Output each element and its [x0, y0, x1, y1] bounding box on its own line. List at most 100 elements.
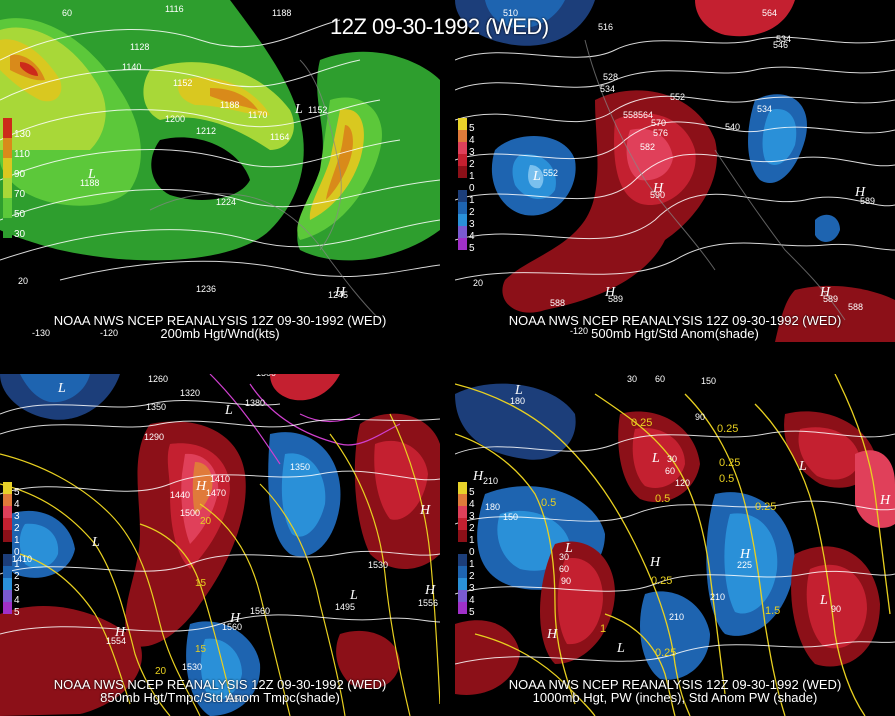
- svg-text:60: 60: [665, 466, 675, 476]
- svg-text:H: H: [739, 547, 751, 562]
- svg-text:588: 588: [550, 298, 565, 308]
- svg-text:H: H: [424, 583, 436, 598]
- svg-text:20: 20: [473, 278, 483, 288]
- legend-label: 3: [469, 219, 475, 230]
- svg-text:1410: 1410: [210, 474, 230, 484]
- legend-label: 4: [469, 135, 475, 146]
- legend-label: 5: [469, 487, 475, 498]
- svg-text:20: 20: [200, 516, 212, 527]
- svg-text:1550: 1550: [224, 694, 244, 704]
- legend-label: 1: [14, 559, 20, 570]
- svg-text:20: 20: [155, 666, 167, 677]
- legend-label: 3: [469, 583, 475, 594]
- svg-text:0.25: 0.25: [717, 423, 738, 435]
- legend-label: 4: [469, 231, 475, 242]
- legend-label: 2: [469, 159, 475, 170]
- svg-text:1212: 1212: [196, 126, 216, 136]
- legend-label: 5: [14, 607, 20, 618]
- legend-label: 0: [469, 183, 475, 194]
- svg-text:1: 1: [600, 623, 606, 635]
- svg-text:1470: 1470: [206, 488, 226, 498]
- svg-text:H: H: [819, 285, 831, 300]
- legend-label: 1: [14, 535, 20, 546]
- legend-label: 0: [14, 547, 20, 558]
- legend-label: 4: [469, 499, 475, 510]
- svg-text:534: 534: [757, 104, 772, 114]
- svg-text:1350: 1350: [146, 402, 166, 412]
- svg-text:1380: 1380: [245, 398, 265, 408]
- svg-text:516: 516: [598, 22, 613, 32]
- map-850mb: L L H L L H H H H 1260 1320 1350 1500 12…: [0, 374, 440, 716]
- legend-label: 30: [14, 229, 26, 240]
- svg-text:1152: 1152: [308, 105, 327, 115]
- svg-text:1224: 1224: [216, 197, 236, 207]
- svg-text:L: L: [564, 541, 573, 556]
- legend-label: 5: [469, 607, 475, 618]
- svg-text:90: 90: [561, 576, 571, 586]
- svg-text:1440: 1440: [170, 490, 190, 500]
- svg-text:570: 570: [651, 118, 666, 128]
- svg-text:60: 60: [655, 374, 665, 384]
- svg-text:534: 534: [600, 84, 615, 94]
- svg-text:L: L: [514, 383, 523, 398]
- svg-text:H: H: [604, 285, 616, 300]
- svg-text:589: 589: [860, 196, 875, 206]
- svg-text:150: 150: [503, 512, 518, 522]
- svg-text:H: H: [114, 625, 126, 640]
- svg-text:L: L: [87, 167, 96, 182]
- svg-text:15: 15: [195, 644, 207, 655]
- svg-text:1320: 1320: [180, 388, 200, 398]
- legend-label: 70: [14, 189, 26, 200]
- panel-500mb: L H H H H 510 516 564 534 528 534 552 55…: [455, 0, 895, 342]
- svg-text:L: L: [798, 459, 807, 474]
- svg-text:L: L: [224, 403, 233, 418]
- svg-text:1188: 1188: [80, 178, 99, 188]
- svg-text:552: 552: [670, 92, 685, 102]
- svg-text:1140: 1140: [122, 62, 141, 72]
- svg-text:534: 534: [776, 34, 791, 44]
- svg-text:H: H: [652, 181, 664, 196]
- svg-text:L: L: [349, 588, 358, 603]
- svg-text:1495: 1495: [335, 602, 355, 612]
- svg-text:1260: 1260: [148, 374, 168, 384]
- legend-label: 4: [14, 595, 20, 606]
- svg-text:590: 590: [650, 190, 665, 200]
- legend-label: 1: [469, 195, 475, 206]
- panel-850mb: L L H L L H H H H 1260 1320 1350 1500 12…: [0, 374, 440, 716]
- legend-label: 0: [469, 547, 475, 558]
- svg-text:546: 546: [773, 40, 788, 50]
- svg-text:150: 150: [701, 376, 716, 386]
- svg-text:1170: 1170: [248, 110, 267, 120]
- caption-line2: 200mb Hgt/Wnd(kts): [160, 326, 280, 341]
- svg-text:1530: 1530: [368, 560, 388, 570]
- svg-text:1556: 1556: [418, 598, 438, 608]
- svg-text:L: L: [294, 102, 303, 117]
- svg-text:-120: -120: [570, 326, 588, 336]
- svg-text:90: 90: [831, 604, 841, 614]
- caption-line1: NOAA NWS NCEP REANALYSIS 12Z 09-30-1992 …: [508, 677, 842, 692]
- svg-text:1554: 1554: [106, 636, 126, 646]
- svg-text:H: H: [472, 469, 484, 484]
- legend-label: 5: [469, 123, 475, 134]
- svg-text:564: 564: [762, 8, 777, 18]
- svg-text:210: 210: [710, 592, 725, 602]
- map-1000mb: L H L L H H L L H L H 30 60 150 180 90 0…: [455, 374, 895, 716]
- svg-text:H: H: [195, 479, 207, 494]
- svg-text:1245: 1245: [328, 290, 348, 300]
- legend-label: 2: [14, 523, 20, 534]
- svg-text:L: L: [532, 169, 541, 184]
- map-500mb: L H H H H 510 516 564 534 528 534 552 55…: [455, 0, 895, 342]
- svg-text:528: 528: [603, 72, 618, 82]
- svg-text:H: H: [546, 627, 558, 642]
- svg-text:210: 210: [483, 476, 498, 486]
- svg-text:1410: 1410: [12, 554, 32, 564]
- legend-label: 50: [14, 209, 26, 220]
- svg-text:564: 564: [638, 110, 653, 120]
- svg-text:589: 589: [608, 294, 623, 304]
- svg-text:0.25: 0.25: [655, 647, 676, 659]
- svg-text:210: 210: [669, 612, 684, 622]
- legend-label: 1: [469, 171, 475, 182]
- svg-text:L: L: [616, 641, 625, 656]
- svg-text:1560: 1560: [250, 606, 270, 616]
- svg-text:540: 540: [725, 122, 740, 132]
